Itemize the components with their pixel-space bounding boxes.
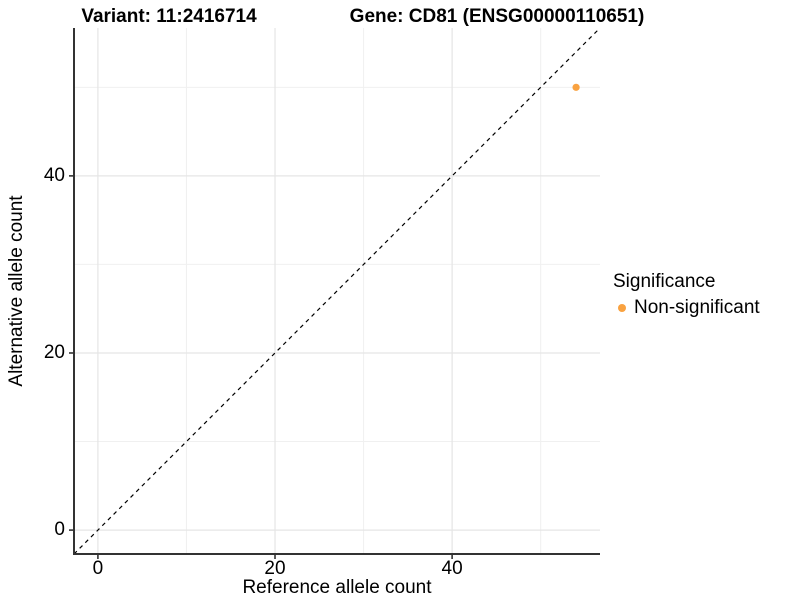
legend-title: Significance: [613, 271, 716, 292]
plot-title-variant: Variant: 11:2416714: [81, 6, 257, 27]
y-axis-tick-label: 0: [54, 519, 65, 541]
y-axis-title: Alternative allele count: [6, 195, 27, 387]
identity-reference-line: [73, 27, 601, 555]
legend-entry-label: Non-significant: [634, 297, 760, 318]
x-axis-tick-label: 20: [264, 558, 286, 579]
x-axis-title: Reference allele count: [242, 577, 432, 598]
point-icon: [618, 304, 626, 312]
y-axis-tick-label: 20: [43, 341, 65, 363]
legend-entry: Non-significant: [613, 297, 760, 319]
x-axis-tick-label: 40: [441, 558, 463, 579]
x-axis-tick-label: 0: [92, 558, 104, 579]
y-axis-tick-label: 40: [43, 164, 65, 186]
plot-title-gene: Gene: CD81 (ENSG00000110651): [349, 6, 645, 27]
legend-key: [613, 299, 631, 317]
data-point: [572, 83, 580, 91]
legend: Significance Non-significant: [613, 271, 760, 319]
